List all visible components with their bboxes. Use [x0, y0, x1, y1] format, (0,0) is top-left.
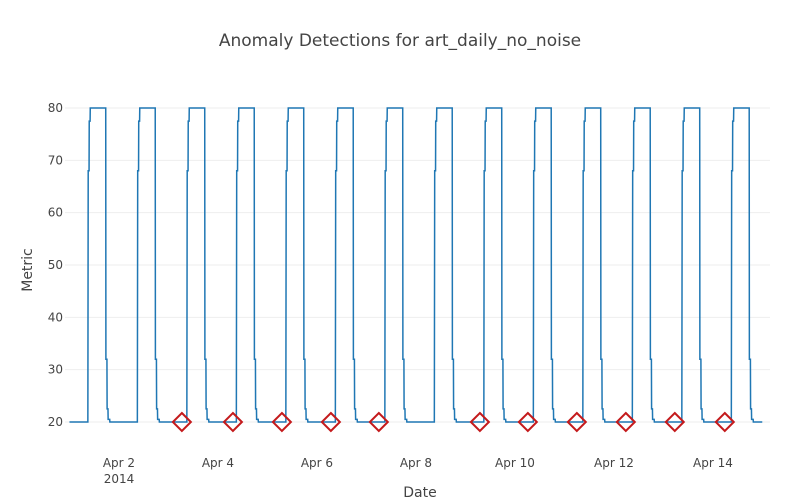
anomaly-marker: [320, 411, 342, 433]
x-tick-label: Apr 12: [594, 456, 634, 470]
anomaly-marker: [714, 411, 736, 433]
x-tick-label: Apr 4: [202, 456, 234, 470]
y-tick-label: 60: [48, 206, 63, 220]
x-tick-label: Apr 2: [103, 456, 135, 470]
anomaly-marker: [615, 411, 637, 433]
x-tick-label: Apr 10: [495, 456, 535, 470]
y-axis-label: Metric: [20, 248, 36, 292]
x-tick-label: Apr 8: [400, 456, 432, 470]
x-tick-label: Apr 6: [301, 456, 333, 470]
y-tick-label: 40: [48, 310, 63, 324]
anomaly-marker: [271, 411, 293, 433]
anomaly-marker: [517, 411, 539, 433]
chart-title: Anomaly Detections for art_daily_no_nois…: [219, 31, 581, 51]
anomaly-marker: [171, 411, 193, 433]
anomaly-marker: [566, 411, 588, 433]
x-tick-label: Apr 14: [693, 456, 733, 470]
data-line: [69, 107, 763, 423]
y-tick-label: 50: [48, 258, 63, 272]
y-tick-label: 80: [48, 101, 63, 115]
y-tick-label: 20: [48, 415, 63, 429]
anomaly-marker: [222, 411, 244, 433]
anomaly-marker: [469, 411, 491, 433]
anomaly-marker: [664, 411, 686, 433]
anomaly-marker: [368, 411, 390, 433]
x-axis-label: Date: [403, 485, 436, 500]
y-tick-label: 70: [48, 153, 63, 167]
x-year-label: 2014: [104, 472, 135, 486]
y-tick-label: 30: [48, 363, 63, 377]
